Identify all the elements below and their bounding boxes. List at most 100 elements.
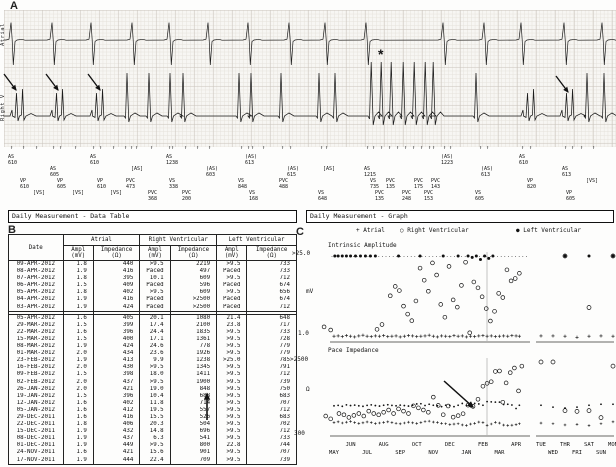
impedance-section-title: Pace Impedance (328, 347, 379, 354)
data-point-right-ventricular (504, 267, 510, 273)
table-cell: 396 (92, 328, 140, 336)
data-point-atrial (473, 422, 476, 425)
axis-label-day: SUN (596, 450, 606, 456)
table-cell: 421 (92, 385, 140, 393)
data-point-atrial (398, 335, 402, 339)
ecg-event-tick: ↑ (571, 145, 575, 151)
ecg-event-tick: ↑ (366, 145, 370, 151)
data-point-atrial (497, 334, 502, 338)
table-cell: 22-DEC-2011 (8, 421, 64, 429)
ecg-event-tick: ↑ (99, 145, 103, 151)
table-cell: >9.5 (216, 392, 247, 400)
legend-atrial: + Atrial (356, 227, 385, 234)
panel-b-label: B (8, 224, 16, 236)
table-cell: 424 (92, 303, 140, 312)
data-point-right-ventricular (562, 253, 568, 259)
data-point-right-ventricular (538, 359, 544, 365)
data-point-left-ventricular (368, 254, 372, 258)
data-point-left-ventricular (483, 254, 487, 258)
ecg-marker-label: AS 605 (50, 166, 60, 178)
table-cell: >9.5 (216, 350, 247, 358)
data-point-atrial (587, 424, 591, 427)
table-row: 23-FEB-2012 1.9 413 9.9 1238 >25.0 785 (8, 357, 297, 365)
trend-dot-left-ventricular (453, 255, 455, 257)
ecg-event-tick: ↑ (112, 145, 116, 151)
ecg-event-tick: ↑ (130, 145, 134, 151)
ecg-event-tick: ↑ (486, 145, 490, 151)
table-cell: 712 (246, 275, 297, 283)
table-cell: 739 (246, 378, 297, 386)
data-point-atrial (349, 420, 352, 423)
table-cell: 1926 (169, 350, 217, 358)
ecg-marker-label: (AS) 613 (245, 154, 258, 166)
table-cell: 23.6 (139, 350, 171, 358)
table-row: 17-NOV-2011 1.9 444 22.4 709 >9.5 739 (8, 456, 297, 465)
col-header-ampl: Ampl (mV) (216, 245, 247, 261)
trend-dot-left-ventricular (471, 255, 473, 257)
table-cell: 526 (169, 413, 217, 422)
data-point-left-ventricular (349, 404, 352, 407)
table-cell: >9.5 (216, 260, 247, 269)
data-point-atrial (452, 422, 456, 426)
table-row: 01-MAR-2012 2.0 434 23.6 1926 >9.5 779 (8, 350, 297, 358)
table-cell: 02-FEB-2012 (8, 378, 64, 386)
table-cell: 01-DEC-2011 (8, 442, 64, 450)
table-cell: 712 (246, 371, 297, 379)
table-cell: 09-APR-2012 (8, 260, 64, 269)
data-point-right-ventricular (497, 368, 502, 374)
ecg-event-tick: ↑ (10, 145, 14, 151)
data-point-atrial (563, 423, 567, 427)
ecg-marker-label: AS 610 (8, 154, 18, 166)
table-cell: 1.8 (62, 421, 94, 429)
data-point-left-ventricular (461, 402, 464, 405)
col-header-impedance: Impedance (Ω) (246, 245, 297, 261)
table-cell: 20.3 (139, 421, 171, 429)
table-cell: 21.4 (216, 314, 247, 322)
table-cell: 11.8 (139, 399, 171, 407)
data-point-left-ventricular (353, 404, 356, 406)
table-cell: 696 (169, 428, 217, 436)
data-point-left-ventricular (357, 404, 360, 407)
ecg-event-tick: ↑ (92, 145, 96, 151)
ecg-event-tick: ↑ (52, 145, 56, 151)
data-point-right-ventricular (328, 327, 333, 333)
table-cell: 1345 (169, 364, 217, 372)
trend-dot-left-ventricular (500, 255, 502, 257)
data-point-right-ventricular (431, 394, 436, 400)
data-point-right-ventricular (508, 370, 513, 375)
data-point-left-ventricular (518, 404, 521, 407)
data-point-left-ventricular (374, 404, 377, 407)
data-point-atrial (575, 423, 579, 426)
data-point-atrial (353, 421, 356, 424)
table-cell: 15-DEC-2011 (8, 428, 64, 436)
axis-label-month: DEC (444, 442, 455, 448)
data-point-left-ventricular (341, 405, 344, 408)
table-cell: 1.6 (62, 314, 94, 322)
data-point-left-ventricular (395, 404, 397, 407)
ecg-event-tick: ↑ (580, 145, 584, 151)
data-point-atrial (340, 421, 344, 425)
ecg-event-tick: ↑ (59, 145, 63, 151)
ecg-marker-label: VS 648 (318, 190, 328, 202)
ecg-grid-paper (4, 10, 616, 147)
data-point-atrial (435, 335, 440, 339)
table-cell: 683 (246, 392, 297, 400)
data-point-atrial (365, 420, 369, 424)
table-cell: 26-JAN-2012 (8, 385, 64, 393)
table-cell: 1.8 (62, 275, 94, 283)
table-cell: 1.9 (62, 435, 94, 443)
table-cell: 05-APR-2012 (8, 314, 64, 322)
table-cell: Paced (216, 296, 247, 304)
table-cell: 434 (92, 350, 140, 358)
table-row: 24-NOV-2011 1.6 421 15.6 901 >9.5 707 (8, 449, 297, 457)
data-point-right-ventricular (388, 293, 393, 299)
data-point-atrial (419, 421, 423, 424)
table-cell: 1.9 (62, 442, 94, 450)
data-point-right-ventricular (391, 411, 396, 416)
data-point-left-ventricular (490, 400, 493, 403)
table-cell: Paced (139, 303, 171, 312)
col-header-impedance: Impedance (Ω) (92, 245, 140, 261)
trend-dot-left-ventricular (522, 255, 524, 257)
trend-dot-left-ventricular (349, 255, 351, 257)
